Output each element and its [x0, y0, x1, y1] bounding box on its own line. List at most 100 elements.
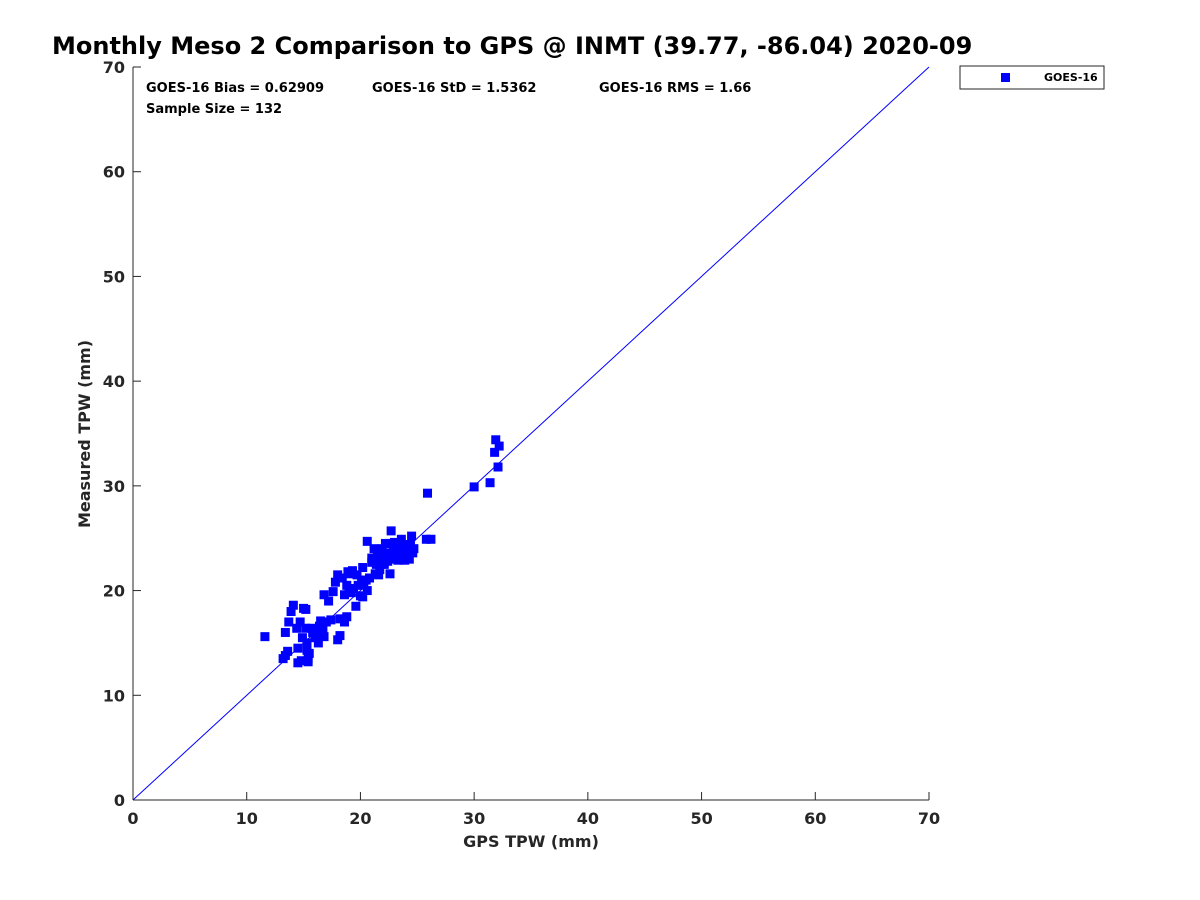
- data-point: [301, 623, 311, 633]
- x-tick-label: 70: [918, 809, 940, 828]
- data-point: [335, 614, 345, 624]
- data-point: [328, 587, 338, 597]
- data-point: [333, 570, 343, 580]
- data-point: [321, 617, 331, 627]
- data-point: [260, 632, 270, 642]
- data-point: [390, 537, 400, 547]
- data-point: [377, 544, 387, 554]
- x-tick-label: 20: [349, 809, 371, 828]
- data-point: [383, 556, 393, 566]
- data-point: [335, 631, 345, 641]
- rms-annotation: GOES-16 RMS = 1.66: [599, 81, 751, 96]
- data-point: [403, 546, 413, 556]
- data-point: [284, 617, 294, 627]
- data-point: [337, 573, 347, 583]
- y-tick-label: 10: [103, 686, 125, 705]
- data-point: [491, 435, 501, 445]
- data-point: [340, 617, 350, 627]
- data-point: [493, 462, 503, 472]
- data-point: [394, 542, 404, 552]
- data-point: [296, 656, 306, 666]
- data-point: [319, 632, 329, 642]
- y-tick-label: 70: [103, 58, 125, 77]
- data-point: [353, 580, 363, 590]
- data-point: [319, 590, 329, 600]
- data-point: [313, 638, 323, 648]
- data-point: [330, 577, 340, 587]
- data-point: [280, 627, 290, 637]
- y-tick-label: 0: [114, 791, 125, 810]
- data-point: [371, 559, 381, 569]
- data-point: [292, 623, 302, 633]
- data-point: [297, 633, 307, 643]
- data-point: [302, 638, 312, 648]
- legend-label-goes-16: GOES-16: [1044, 71, 1098, 84]
- data-point: [349, 583, 359, 593]
- data-point: [358, 592, 368, 602]
- data-point: [426, 534, 436, 544]
- data-point: [342, 580, 352, 590]
- chart-title: Monthly Meso 2 Comparison to GPS @ INMT …: [52, 32, 972, 60]
- data-point: [421, 534, 431, 544]
- data-point: [369, 544, 379, 554]
- data-point: [351, 601, 361, 611]
- bias-annotation: GOES-16 Bias = 0.62909: [146, 81, 324, 96]
- data-point: [288, 600, 298, 610]
- x-tick-label: 40: [577, 809, 599, 828]
- data-point: [312, 630, 322, 640]
- legend-marker-goes-16: [1001, 73, 1010, 82]
- data-point: [404, 554, 414, 564]
- data-point: [358, 563, 368, 573]
- data-point: [409, 544, 419, 554]
- one-to-one-reference-line: [132, 66, 930, 801]
- legend: GOES-16: [959, 65, 1105, 90]
- data-point: [400, 555, 410, 565]
- data-point: [347, 566, 357, 576]
- data-point: [469, 482, 479, 492]
- plot-area: 0 10 20 30 40 50 60 70 0 10 20 30 40 50 60 70: [103, 58, 940, 828]
- data-point: [283, 646, 293, 656]
- sample-size-annotation: Sample Size = 132: [146, 102, 282, 117]
- data-point: [485, 478, 495, 488]
- data-point: [362, 586, 372, 596]
- data-point: [384, 538, 394, 548]
- data-point: [396, 534, 406, 544]
- y-axis-label: Measured TPW (mm): [75, 340, 94, 528]
- data-point: [375, 565, 385, 575]
- x-axis-ticks: 0 10 20 30 40 50 60 70: [127, 792, 940, 828]
- data-point: [340, 590, 350, 600]
- data-point: [385, 569, 395, 579]
- data-point: [365, 573, 375, 583]
- data-point: [393, 555, 403, 565]
- data-point: [293, 643, 303, 653]
- data-point: [295, 617, 305, 627]
- data-point: [423, 488, 433, 498]
- data-point: [490, 447, 500, 457]
- data-point: [386, 526, 396, 536]
- data-point: [326, 615, 336, 625]
- y-axis-ticks: 0 10 20 30 40 50 60 70: [103, 58, 141, 810]
- std-annotation: GOES-16 StD = 1.5362: [372, 81, 536, 96]
- data-point: [324, 596, 334, 606]
- data-point: [304, 648, 314, 658]
- y-tick-label: 50: [103, 267, 125, 286]
- data-point: [362, 536, 372, 546]
- data-point: [318, 625, 328, 635]
- data-point: [303, 657, 313, 667]
- data-point: [342, 612, 352, 622]
- legend-box: [959, 65, 1105, 90]
- x-tick-label: 10: [236, 809, 258, 828]
- x-tick-label: 0: [127, 809, 138, 828]
- x-axis-label: GPS TPW (mm): [463, 832, 599, 851]
- data-point: [308, 627, 318, 637]
- y-tick-label: 40: [103, 372, 125, 391]
- data-point: [286, 607, 296, 617]
- data-points: [260, 435, 504, 668]
- data-point: [352, 570, 362, 580]
- data-point: [374, 570, 384, 580]
- data-point: [316, 616, 326, 626]
- data-point: [407, 531, 417, 541]
- y-tick-label: 20: [103, 582, 125, 601]
- x-tick-label: 60: [804, 809, 826, 828]
